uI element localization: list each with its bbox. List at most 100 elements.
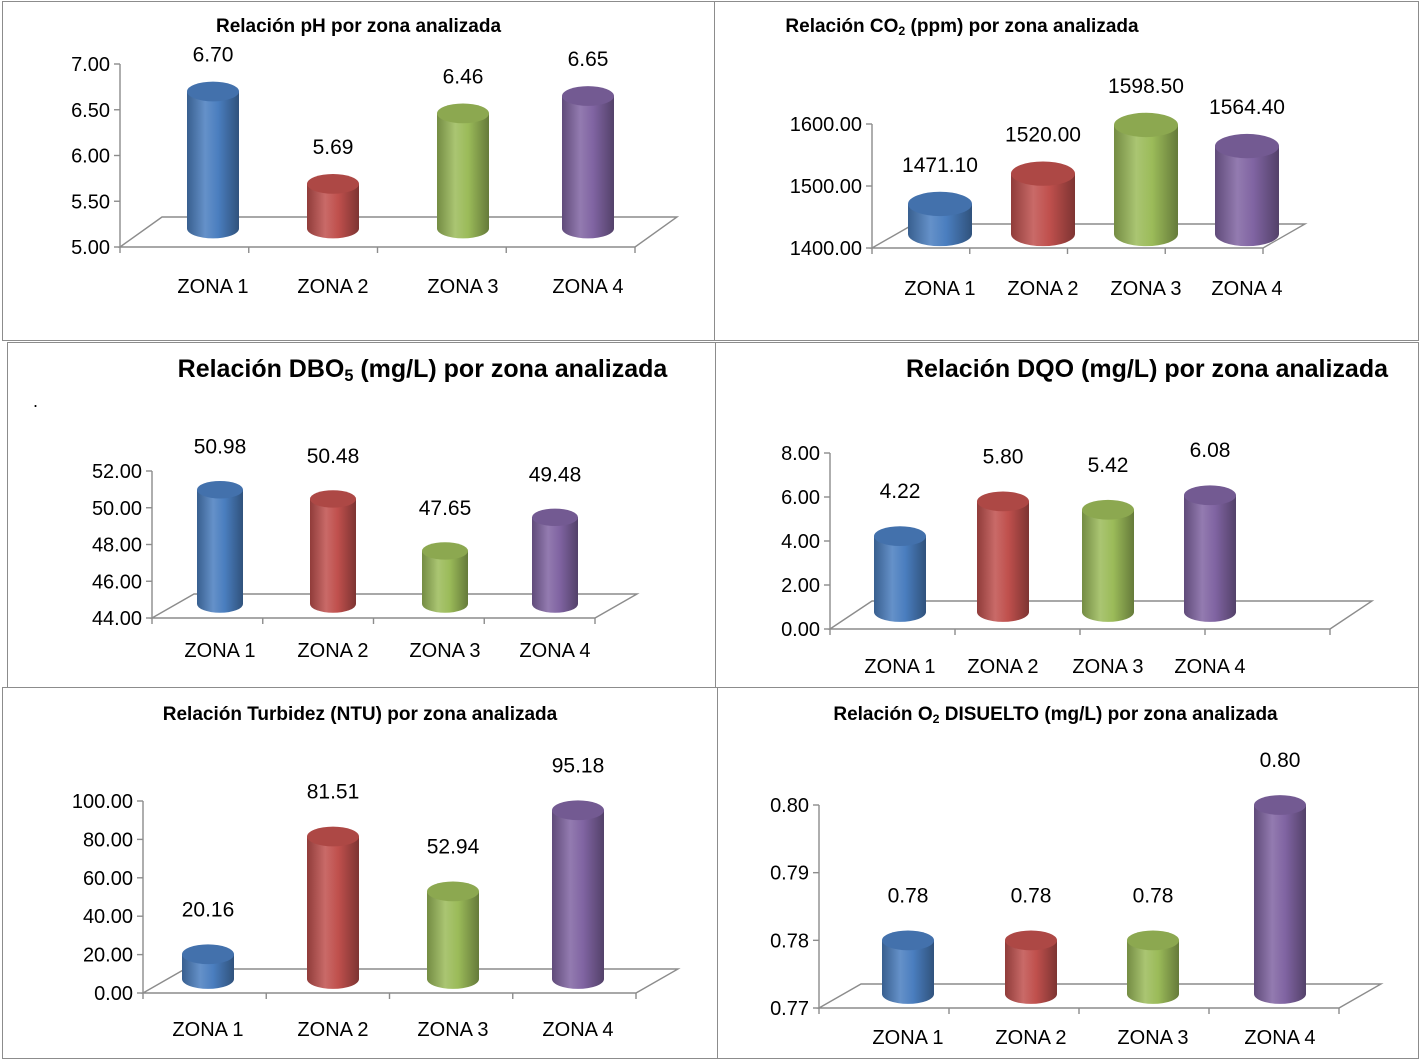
bar-body — [197, 489, 244, 613]
bar-top — [307, 826, 359, 847]
x-tick-label: ZONA 1 — [872, 1027, 943, 1049]
bar-o2-3 — [1127, 930, 1179, 1004]
chart-plot-turbidez: 0.00 20.00 40.00 60.00 80.00 100.00 20.16 ZONA … — [72, 754, 681, 1041]
data-label: 4.22 — [880, 480, 921, 503]
bar-top — [552, 800, 604, 821]
chart-title-turbidez: Relación Turbidez (NTU) por zona analiza… — [162, 704, 558, 725]
bar-top — [422, 542, 468, 560]
data-label: 0.80 — [1260, 749, 1301, 772]
bar-dbo5-1 — [197, 481, 244, 613]
bar-top — [182, 944, 234, 965]
chart-plot-dbo5: 44.00 46.00 48.00 50.00 52.00 50.98 ZONA 1 50.4… — [92, 436, 640, 662]
y-tick-label: 5.50 — [71, 191, 110, 213]
y-tick-label: 1600.00 — [790, 114, 862, 136]
chart-panel-co2: Relación CO2 (ppm) por zona analizada 14… — [714, 1, 1419, 341]
bar-ph-4 — [562, 86, 614, 239]
y-tick-label: 1400.00 — [790, 238, 862, 260]
bar-body — [1114, 124, 1178, 247]
y-tick-label: 40.00 — [83, 906, 133, 928]
bar-top — [1114, 112, 1178, 138]
y-tick-label: 80.00 — [83, 829, 133, 851]
x-tick-label: ZONA 2 — [1007, 278, 1078, 300]
y-tick-label: 48.00 — [92, 535, 142, 557]
data-label: 6.46 — [443, 65, 484, 88]
bar-top — [562, 86, 614, 106]
y-tick-label: 46.00 — [92, 571, 142, 593]
x-tick-label: ZONA 1 — [172, 1019, 243, 1041]
bar-body — [307, 836, 359, 989]
bar-top — [1011, 161, 1075, 186]
x-tick-label: ZONA 4 — [519, 640, 590, 662]
bar-turbidez-4 — [552, 800, 604, 989]
y-tick-label: 0.77 — [770, 998, 809, 1020]
x-tick-label: ZONA 4 — [1211, 278, 1282, 300]
chart-panel-ph: Relación pH por zona analizada 5.00 5.50 6… — [2, 1, 715, 341]
y-tick-label: 60.00 — [83, 868, 133, 890]
bar-body — [182, 954, 235, 989]
bar-top — [437, 103, 489, 124]
x-tick-label: ZONA 1 — [864, 656, 935, 678]
x-tick-label: ZONA 4 — [542, 1019, 613, 1041]
data-label: 81.51 — [307, 781, 360, 804]
chart-floor — [140, 968, 681, 994]
x-tick-label: ZONA 3 — [1072, 656, 1143, 678]
data-label: 1471.10 — [902, 154, 978, 177]
chart-floor — [869, 223, 1308, 249]
x-tick-label: ZONA 2 — [297, 640, 368, 662]
y-tick-label: 44.00 — [92, 608, 142, 630]
chart-title-co2: Relación CO2 (ppm) por zona analizada — [785, 16, 1139, 39]
y-tick-label: 0.78 — [770, 930, 809, 952]
bar-top — [1082, 499, 1134, 520]
bar-turbidez-1 — [182, 944, 235, 989]
bar-o2-1 — [882, 930, 934, 1004]
bar-co2-3 — [1114, 112, 1178, 247]
bar-dqo-4 — [1184, 485, 1236, 622]
chart-floor — [816, 983, 1384, 1009]
data-label: 5.42 — [1088, 454, 1129, 477]
bar-body — [310, 498, 356, 613]
x-tick-label: ZONA 3 — [427, 276, 498, 298]
chart-panel-o2: Relación O2 DISUELTO (mg/L) por zona ana… — [717, 687, 1419, 1059]
bar-dqo-3 — [1082, 499, 1134, 622]
x-tick-label: ZONA 4 — [1244, 1027, 1315, 1049]
y-tick-label: 6.00 — [71, 146, 110, 168]
y-tick-label: 0.00 — [94, 983, 133, 1005]
data-label: 0.78 — [888, 884, 929, 907]
data-label: 1564.40 — [1209, 96, 1285, 119]
bar-ph-1 — [187, 81, 239, 239]
y-tick-label: 7.00 — [71, 54, 110, 76]
bar-ph-2 — [307, 173, 359, 239]
bar-top — [977, 491, 1029, 512]
bar-turbidez-2 — [307, 826, 359, 989]
bar-top — [187, 81, 239, 102]
y-tick-label: 0.80 — [770, 795, 809, 817]
bar-body — [908, 203, 972, 247]
data-label: 6.65 — [568, 48, 609, 71]
data-label: 47.65 — [419, 497, 472, 520]
y-tick-label: 20.00 — [83, 945, 133, 967]
data-label: 20.16 — [182, 898, 235, 921]
data-label: 1598.50 — [1108, 75, 1184, 98]
chart-plot-o2: 0.77 0.78 0.79 0.80 0.78 ZONA 1 0.78 ZONA 2 0.78… — [770, 749, 1384, 1049]
data-label: 50.48 — [307, 445, 360, 468]
bar-body — [874, 536, 926, 622]
bar-top — [882, 930, 934, 951]
data-label: 50.98 — [194, 436, 247, 459]
chart-title-dqo: Relación DQO (mg/L) por zona analizada — [905, 355, 1388, 383]
bar-body — [1011, 173, 1075, 247]
data-label: 5.69 — [313, 136, 354, 159]
x-tick-label: ZONA 2 — [297, 1019, 368, 1041]
y-tick-label: 2.00 — [781, 575, 820, 597]
chart-panel-turbidez: Relación Turbidez (NTU) por zona analiza… — [2, 687, 718, 1059]
bar-top — [1254, 795, 1306, 815]
bar-dbo5-3 — [422, 542, 468, 613]
bar-dqo-1 — [874, 526, 926, 622]
bar-body — [187, 91, 239, 239]
x-tick-label: ZONA 4 — [552, 276, 623, 298]
y-tick-label: 1500.00 — [790, 176, 862, 198]
y-tick-label: 50.00 — [92, 498, 142, 520]
bar-top — [532, 508, 578, 527]
bar-body — [1215, 146, 1279, 247]
bar-body — [307, 183, 359, 239]
